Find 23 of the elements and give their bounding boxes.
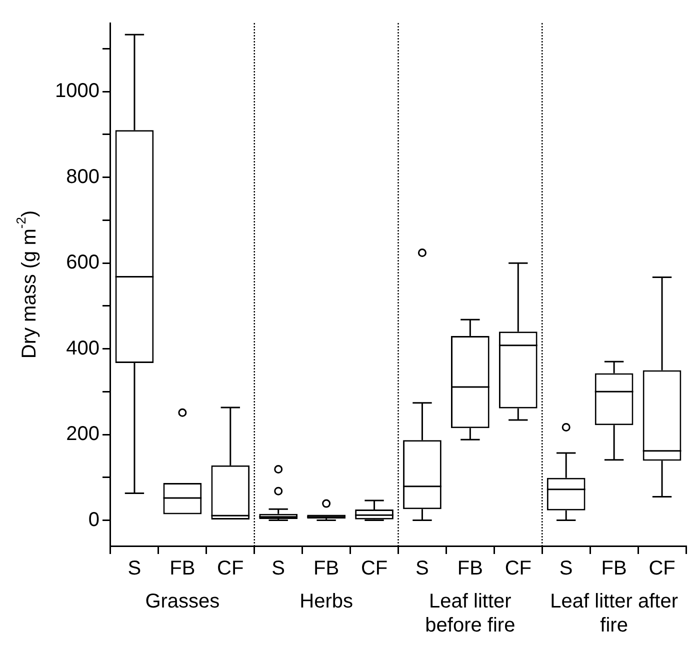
x-tick-label: CF [217, 558, 244, 580]
x-tick-label: CF [360, 558, 388, 580]
text: Leaf litter after fire [550, 590, 678, 637]
x-tick-label: CF [504, 558, 532, 580]
y-tick-label: 0 [88, 508, 100, 531]
y-tick-label: 600 [66, 252, 100, 274]
x-tick-label: S [559, 558, 573, 580]
y-tick-label: 1000 [54, 80, 100, 102]
y-axis-title: Dry mass (g m-2) [14, 210, 41, 359]
y-tick-label: 400 [66, 337, 100, 360]
y-tick-label: 800 [66, 166, 100, 188]
x-tick-label: FB [170, 558, 196, 580]
x-tick-label: CF [648, 558, 676, 580]
x-tick-label: S [272, 558, 286, 580]
y-tick-label: 200 [66, 423, 100, 446]
x-tick-label: S [416, 558, 429, 580]
text: Herbs [300, 590, 353, 613]
text: Grasses [145, 590, 220, 613]
text: Leaf litter before fire [425, 590, 516, 637]
x-tick-label: FB [314, 558, 340, 580]
x-tick-label: S [128, 558, 142, 580]
x-tick-label: FB [601, 558, 627, 580]
x-tick-label: FB [457, 558, 483, 580]
